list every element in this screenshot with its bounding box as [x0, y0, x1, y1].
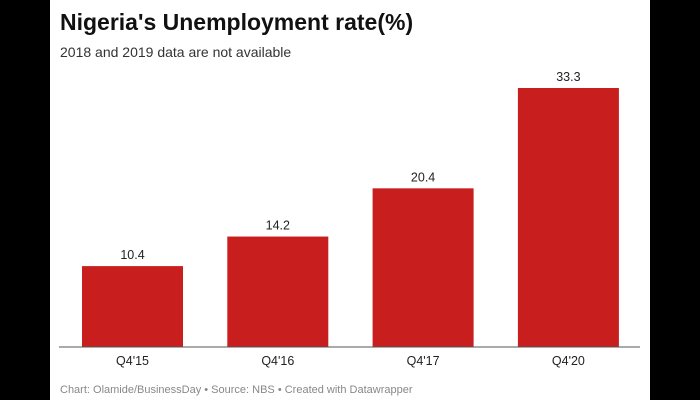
x-tick-label: Q4'15 [116, 354, 149, 368]
bar [227, 236, 329, 347]
data-label: 33.3 [556, 70, 580, 84]
data-label: 14.2 [266, 219, 290, 233]
chart-subtitle: 2018 and 2019 data are not available [60, 44, 292, 60]
bar [82, 266, 183, 347]
bar [517, 88, 619, 347]
x-tick-label: Q4'20 [552, 354, 585, 368]
data-label: 10.4 [120, 248, 144, 262]
bar-chart: 10.4 Q4'15 14.2 Q4'16 20.4 Q4'17 33.3 Q4'20 [59, 70, 640, 368]
chart-panel: Nigeria's Unemployment rate(%) 2018 and … [50, 0, 650, 400]
bar [372, 188, 474, 347]
chart-footer: Chart: Olamide/BusinessDay • Source: NBS… [60, 384, 413, 396]
chart-title: Nigeria's Unemployment rate(%) [60, 9, 414, 35]
x-tick-label: Q4'16 [261, 354, 294, 368]
data-label: 20.4 [411, 170, 435, 184]
x-tick-label: Q4'17 [407, 354, 440, 368]
